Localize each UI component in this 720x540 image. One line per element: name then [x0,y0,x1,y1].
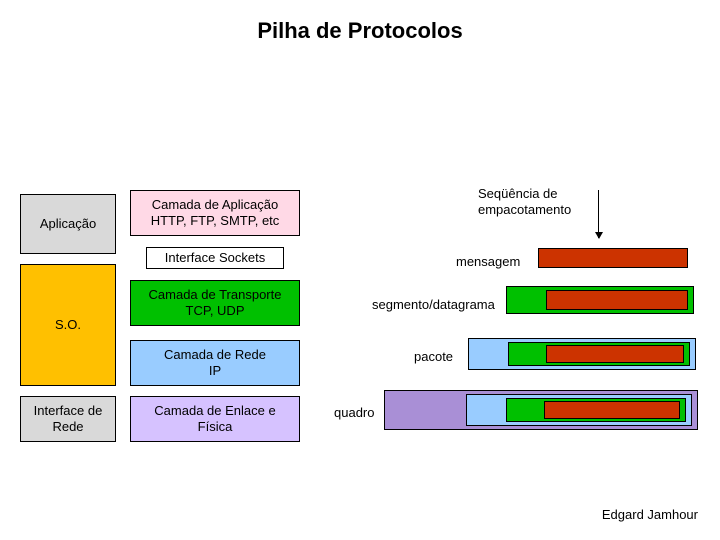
left-so-label: S.O. [55,317,81,333]
footer-author: Edgard Jamhour [602,507,698,522]
encapsulation-frame [538,248,688,268]
left-interface-label: Interface deRede [34,403,103,436]
encapsulation-frame [546,290,688,310]
sequence-header: Seqüência deempacotamento [478,186,571,217]
encapsulation-frame [546,345,684,363]
layer-transport-label: Camada de TransporteTCP, UDP [149,287,282,320]
layer-network-label: Camada de RedeIP [164,347,266,380]
label-mensagem: mensagem [456,254,520,269]
label-segmento: segmento/datagrama [372,297,495,312]
layer-application-label: Camada de AplicaçãoHTTP, FTP, SMTP, etc [151,197,280,230]
left-so-box: S.O. [20,264,116,386]
layer-application-box: Camada de AplicaçãoHTTP, FTP, SMTP, etc [130,190,300,236]
layer-sockets-label: Interface Sockets [165,250,265,266]
slide-title: Pilha de Protocolos [0,18,720,44]
layer-transport-box: Camada de TransporteTCP, UDP [130,280,300,326]
layer-link-box: Camada de Enlace eFísica [130,396,300,442]
left-interface-box: Interface deRede [20,396,116,442]
label-pacote: pacote [414,349,453,364]
layer-sockets-box: Interface Sockets [146,247,284,269]
layer-link-label: Camada de Enlace eFísica [154,403,275,436]
sequence-arrow-icon [598,190,599,238]
layer-network-box: Camada de RedeIP [130,340,300,386]
label-quadro: quadro [334,405,374,420]
encapsulation-frame [544,401,680,419]
left-aplicacao-box: Aplicação [20,194,116,254]
left-aplicacao-label: Aplicação [40,216,96,232]
